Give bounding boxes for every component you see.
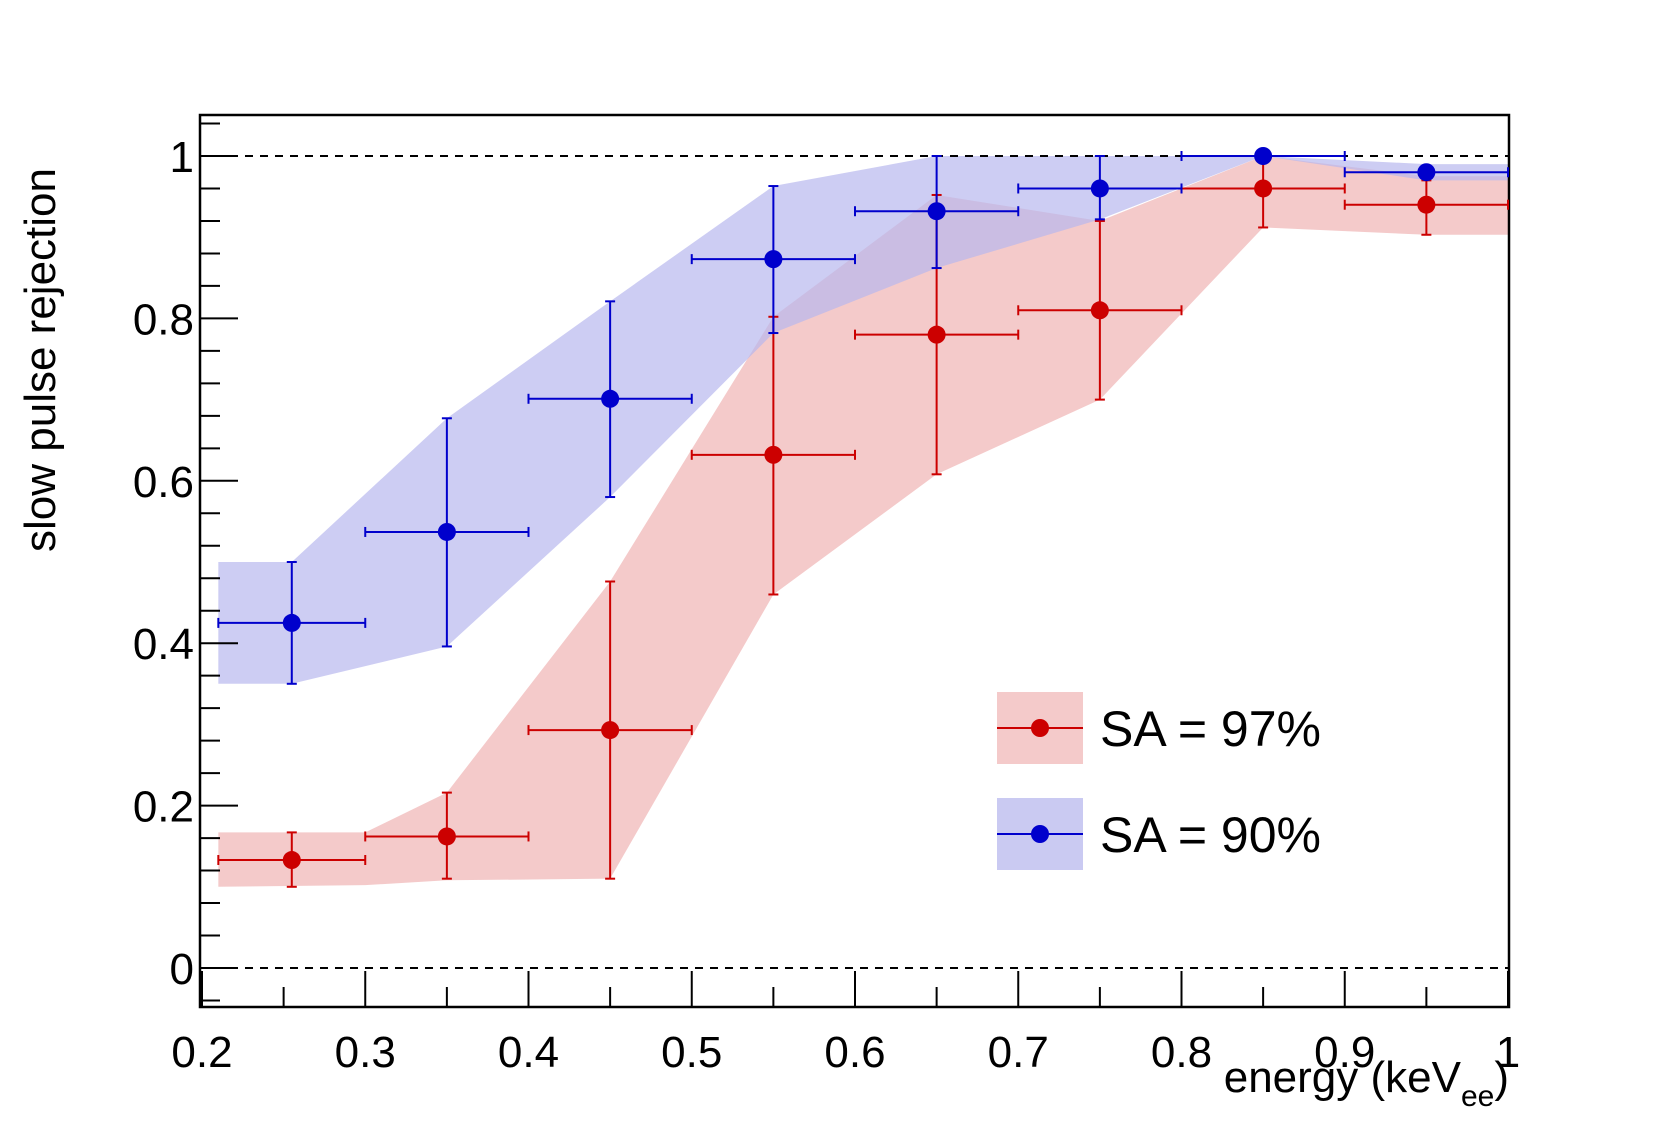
x-tick-label: 0.9 xyxy=(1314,1028,1375,1077)
data-point xyxy=(282,613,301,632)
data-point xyxy=(437,522,456,541)
data-point xyxy=(927,202,946,221)
band-series-2 xyxy=(218,156,1509,684)
y-tick-label: 1 xyxy=(170,133,194,182)
data-point xyxy=(1090,179,1109,198)
x-tick-label: 0.2 xyxy=(171,1028,232,1077)
legend-marker xyxy=(1031,719,1049,737)
x-axis-title: energy (keVee) xyxy=(1224,1053,1509,1113)
x-tick-label: 0.7 xyxy=(988,1028,1049,1077)
legend-label: SA = 97% xyxy=(1100,701,1321,757)
legend-entry-1: SA = 97% xyxy=(997,692,1321,764)
data-point xyxy=(1254,147,1273,165)
x-tick-label: 0.5 xyxy=(661,1028,722,1077)
legend-label: SA = 90% xyxy=(1100,807,1321,863)
legend-entry-2: SA = 90% xyxy=(997,798,1321,870)
y-tick-label: 0.8 xyxy=(133,295,194,344)
data-point xyxy=(282,851,301,870)
data-point xyxy=(764,250,783,269)
legend: SA = 97% SA = 90% xyxy=(997,692,1321,870)
data-point xyxy=(601,389,620,408)
axes: 0.2 0.3 0.4 0.5 0.6 0.7 0.8 0.9 1 0 0.2 0.4 0.6 0.8 1 xyxy=(133,113,1520,1077)
data-point xyxy=(1417,195,1436,214)
data-point xyxy=(1254,179,1273,198)
y-tick-label: 0.4 xyxy=(133,620,194,669)
data-point xyxy=(437,827,456,846)
band-series-1 xyxy=(218,156,1509,887)
data-point xyxy=(601,721,620,740)
data-points xyxy=(217,147,1509,888)
x-axis-title-main: energy (keV xyxy=(1224,1053,1462,1102)
x-tick-label: 0.4 xyxy=(498,1028,559,1077)
y-tick-label: 0.2 xyxy=(133,783,194,832)
x-tick-label: 1 xyxy=(1496,1028,1520,1077)
x-axis-title-close: ) xyxy=(1494,1053,1509,1102)
x-tick-label: 0.6 xyxy=(824,1028,885,1077)
series-2 xyxy=(217,147,1509,685)
uncertainty-bands xyxy=(218,156,1509,887)
x-tick-label: 0.3 xyxy=(335,1028,396,1077)
data-point xyxy=(764,445,783,464)
data-point xyxy=(1090,301,1109,320)
y-tick-label: 0 xyxy=(170,945,194,994)
data-point xyxy=(927,325,946,344)
x-axis-title-subscript: ee xyxy=(1461,1080,1494,1113)
data-point xyxy=(1417,163,1436,182)
y-tick-label: 0.6 xyxy=(133,458,194,507)
y-axis-title: slow pulse rejection xyxy=(16,168,65,552)
legend-marker xyxy=(1031,825,1049,843)
x-tick-label: 0.8 xyxy=(1151,1028,1212,1077)
